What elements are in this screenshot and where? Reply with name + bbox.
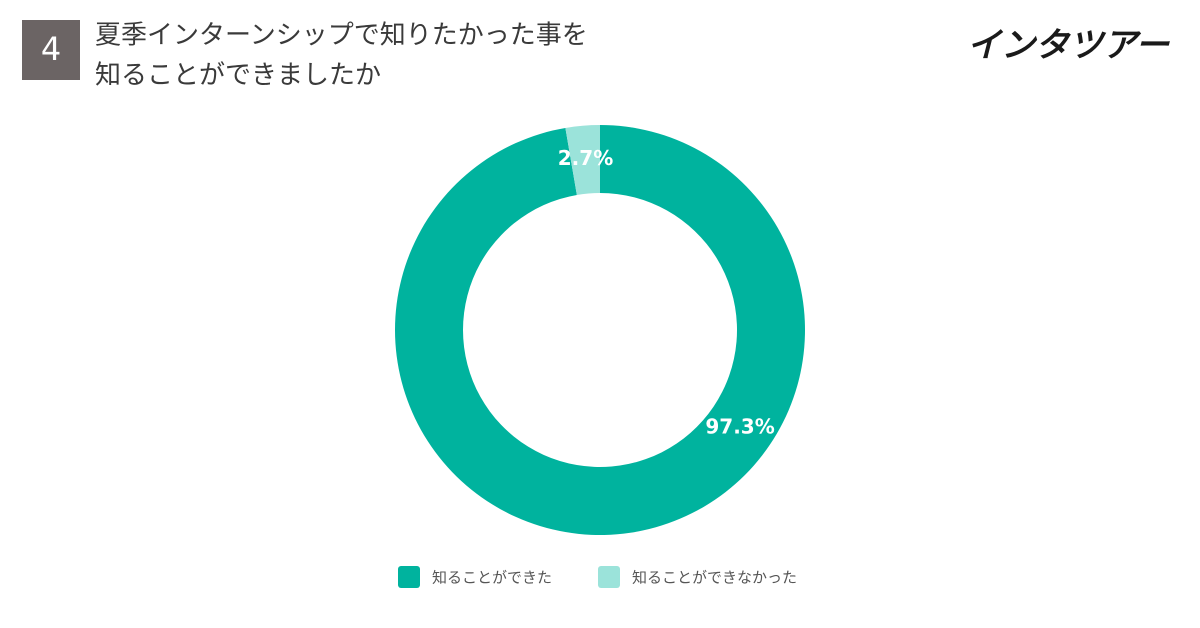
question-badge bbox=[22, 20, 80, 80]
donut-slice bbox=[565, 125, 600, 195]
value-label: 2.7% bbox=[558, 146, 613, 170]
legend-swatch bbox=[398, 566, 420, 588]
legend-swatch bbox=[598, 566, 620, 588]
donut-slice bbox=[394, 125, 805, 536]
chart-title: 夏季インターンシップで知りたかった事を bbox=[95, 21, 588, 51]
logo: インタツアー bbox=[967, 26, 1170, 66]
value-label: 97.3% bbox=[705, 415, 774, 439]
question-number: 4 bbox=[41, 30, 61, 68]
legend-label: 知ることができた bbox=[432, 569, 552, 587]
legend-label: 知ることができなかった bbox=[632, 569, 797, 587]
chart-title: 知ることができましたか bbox=[95, 61, 381, 91]
